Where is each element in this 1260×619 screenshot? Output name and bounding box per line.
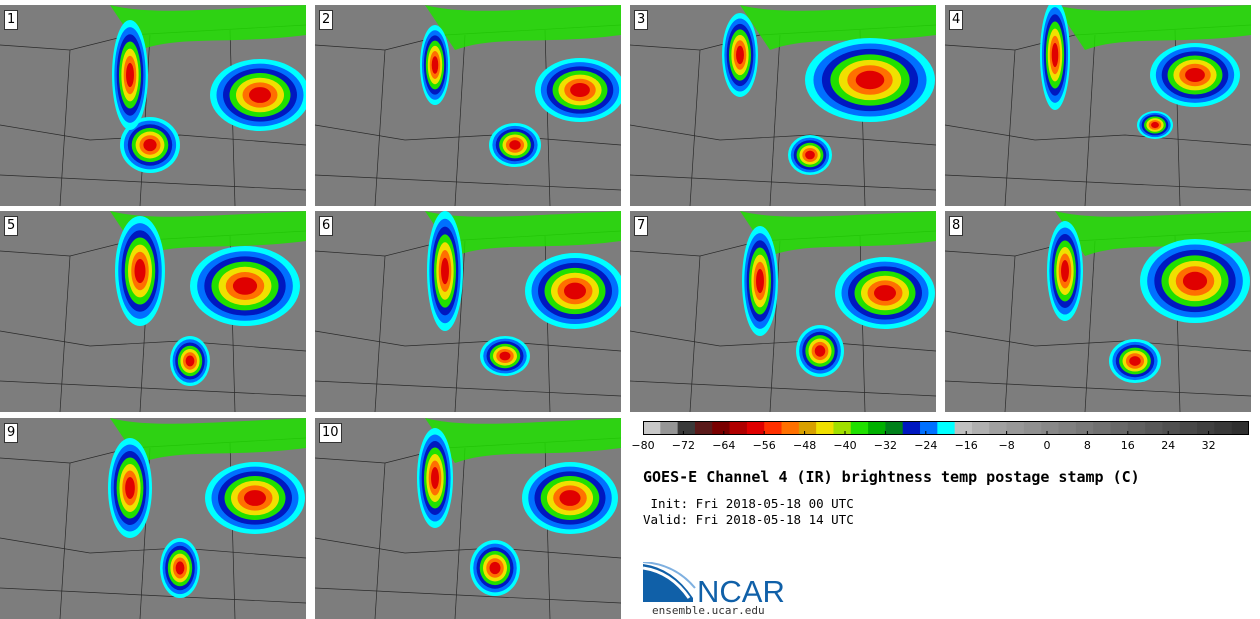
colorbar-swatch: [660, 421, 679, 435]
panel-number-label: 6: [319, 216, 334, 236]
colorbar-swatch: [1214, 421, 1233, 435]
colorbar-tick-label: −56: [752, 439, 776, 452]
ensemble-member-panel-1: 1: [0, 5, 306, 206]
colorbar-swatch: [937, 421, 956, 435]
colorbar-tick-label: −64: [712, 439, 736, 452]
colorbar-swatch: [1041, 421, 1060, 435]
colorbar-tick-label: 0: [1043, 439, 1051, 452]
colorbar-tick-label: 24: [1161, 439, 1176, 452]
ir-satellite-map: [945, 211, 1251, 412]
colorbar-swatch: [1058, 421, 1077, 435]
colorbar-swatch: [1110, 421, 1129, 435]
colorbar-tick-label: −80: [631, 439, 655, 452]
colorbar-tick-label: 8: [1083, 439, 1091, 452]
panel-number-label: 8: [949, 216, 964, 236]
ncar-swoosh-icon: NCAR: [642, 561, 785, 609]
colorbar-swatch: [1023, 421, 1042, 435]
colorbar-tick-label: −40: [833, 439, 857, 452]
colorbar-tick-label: −72: [671, 439, 695, 452]
valid-time: Valid: Fri 2018-05-18 14 UTC: [643, 512, 854, 527]
ncar-logo[interactable]: NCAR: [642, 561, 793, 609]
colorbar-swatch: [729, 421, 748, 435]
ncar-logo-text: NCAR: [697, 574, 785, 606]
colorbar-swatch: [1231, 421, 1249, 435]
init-time: Init: Fri 2018-05-18 00 UTC: [643, 496, 854, 511]
colorbar-swatch: [920, 421, 938, 435]
logo-url[interactable]: ensemble.ucar.edu: [652, 604, 765, 617]
colorbar-swatch: [746, 421, 765, 435]
ensemble-member-panel-10: 10: [315, 418, 621, 619]
colorbar-tick-label: −8: [998, 439, 1015, 452]
ensemble-member-panel-2: 2: [315, 5, 621, 206]
panel-number-label: 2: [319, 10, 334, 30]
colorbar-swatch: [1093, 421, 1111, 435]
ir-satellite-map: [0, 418, 306, 619]
panel-number-label: 10: [319, 423, 342, 443]
colorbar-swatch: [781, 421, 800, 435]
ir-satellite-map: [0, 211, 306, 412]
ensemble-member-panel-7: 7: [630, 211, 936, 412]
colorbar-swatch: [1179, 421, 1198, 435]
panel-number-label: 5: [4, 216, 19, 236]
ensemble-member-panel-6: 6: [315, 211, 621, 412]
colorbar-frame: [643, 421, 1249, 435]
colorbar-swatch: [833, 421, 852, 435]
colorbar-swatch: [850, 421, 869, 435]
ir-satellite-map: [315, 5, 621, 206]
colorbar-swatch: [868, 421, 886, 435]
figure-title: GOES-E Channel 4 (IR) brightness temp po…: [643, 468, 1140, 486]
colorbar-swatch: [1127, 421, 1146, 435]
colorbar-swatch: [1197, 421, 1215, 435]
colorbar-swatch: [694, 421, 713, 435]
colorbar-swatch: [677, 421, 696, 435]
colorbar-swatch: [798, 421, 817, 435]
ensemble-member-panel-8: 8: [945, 211, 1251, 412]
ir-satellite-map: [315, 211, 621, 412]
panel-number-label: 4: [949, 10, 964, 30]
temperature-colorbar: [643, 421, 1249, 435]
ir-satellite-map: [630, 5, 936, 206]
panel-number-label: 1: [4, 10, 19, 30]
colorbar-tick-label: −32: [873, 439, 897, 452]
colorbar-swatch: [989, 421, 1008, 435]
colorbar-swatch: [885, 421, 904, 435]
colorbar-swatch: [816, 421, 834, 435]
colorbar-swatch: [902, 421, 921, 435]
colorbar-swatch: [643, 421, 661, 435]
colorbar-swatch: [764, 421, 783, 435]
ir-satellite-map: [0, 5, 306, 206]
ir-satellite-map: [630, 211, 936, 412]
ensemble-member-panel-3: 3: [630, 5, 936, 206]
ir-satellite-map: [315, 418, 621, 619]
panel-number-label: 7: [634, 216, 649, 236]
colorbar-swatch: [954, 421, 973, 435]
colorbar-tick-label: −48: [792, 439, 817, 452]
colorbar-tick-label: 32: [1201, 439, 1216, 452]
colorbar-tick-label: −16: [954, 439, 978, 452]
colorbar-swatch: [1075, 421, 1094, 435]
ensemble-member-panel-4: 4: [945, 5, 1251, 206]
ir-satellite-map: [945, 5, 1251, 206]
colorbar-swatch: [971, 421, 990, 435]
panel-number-label: 9: [4, 423, 19, 443]
ensemble-member-panel-5: 5: [0, 211, 306, 412]
colorbar-swatch: [1162, 421, 1181, 435]
colorbar-tick-label: −24: [914, 439, 938, 452]
panel-number-label: 3: [634, 10, 649, 30]
colorbar-tick-label: 16: [1120, 439, 1135, 452]
colorbar-swatch: [1006, 421, 1025, 435]
colorbar-tick-labels: −80 −72 −64 −56 −48 −40 −32 −24 −16 −8 0 8 16 24 32: [631, 439, 1260, 455]
colorbar-swatch: [1145, 421, 1163, 435]
ensemble-member-panel-9: 9: [0, 418, 306, 619]
colorbar-swatch: [712, 421, 731, 435]
